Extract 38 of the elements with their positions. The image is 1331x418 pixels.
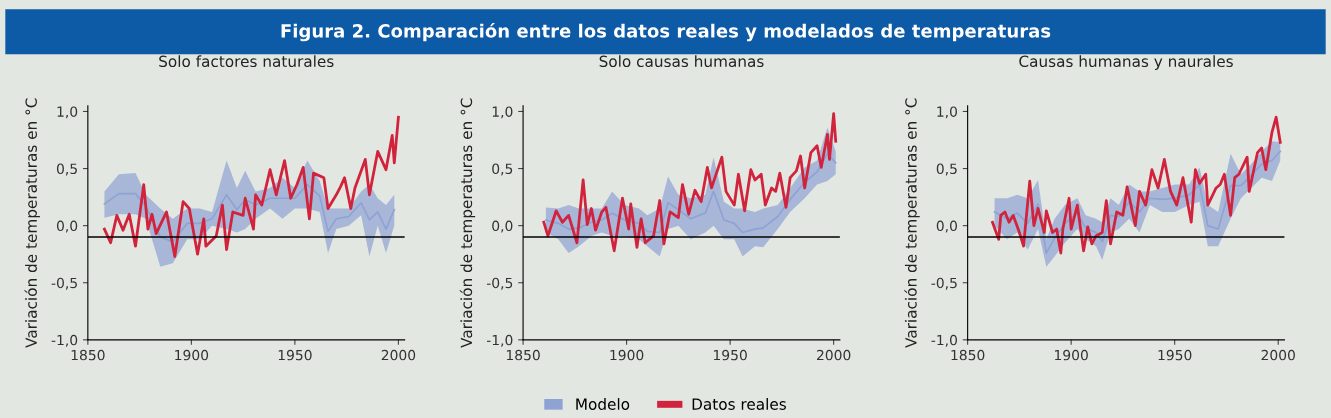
chart-title: Solo causas humanas [599, 55, 764, 68]
text: Figura 2. Comparación entre los datos reales y modelados de temperaturas [281, 23, 1051, 42]
y-tick-label: 0,5 [936, 163, 957, 176]
x-tick-label: 2000 [381, 349, 416, 361]
y-tick-label: -0,5 [51, 277, 77, 290]
y-tick-label: -1,0 [51, 334, 78, 347]
chart-title: Solo factores naturales [159, 55, 334, 68]
y-tick-label: 0,0 [936, 220, 957, 233]
x-tick-label: 1900 [1055, 349, 1088, 361]
y-tick-label: 0,5 [492, 163, 513, 176]
y-tick-label: 1,0 [937, 106, 957, 119]
x-tick-label: 1950 [278, 349, 312, 361]
y-tick-label: 1,0 [492, 106, 513, 119]
x-tick-label: 1950 [1158, 349, 1192, 361]
y-axis-title: Variación de temperaturas en °C [459, 98, 476, 348]
y-tick-label: 1,0 [57, 106, 78, 119]
y-tick-label: 0,0 [56, 220, 78, 233]
legend-label: Datos reales [692, 398, 786, 410]
y-tick-label: -0,5 [486, 277, 513, 290]
x-tick-label: 2000 [816, 349, 851, 361]
line-series [991, 115, 1282, 255]
y-tick-label: -0,5 [931, 277, 957, 290]
x-tick-label: 2000 [1261, 349, 1295, 361]
y-tick-label: -1,0 [486, 334, 513, 347]
x-tick-label: 1850 [71, 349, 105, 361]
y-axis-title: Variación de temperaturas en °C [904, 98, 920, 348]
y-tick-label: 0,5 [56, 163, 77, 176]
x-tick-label: 1850 [506, 349, 540, 361]
x-tick-label: 1900 [175, 349, 209, 361]
x-tick-label: 1950 [713, 349, 747, 361]
legend-label: Modelo [576, 398, 630, 410]
y-axis-title: Variación de temperaturas en °C [24, 98, 40, 348]
y-tick-label: -1,0 [931, 334, 957, 347]
chart-title: Causas humanas y naurales [1019, 55, 1233, 71]
x-tick-label: 1850 [951, 349, 985, 361]
x-tick-label: 1900 [610, 349, 644, 361]
y-tick-label: 0,0 [492, 220, 513, 233]
line-series [103, 115, 400, 258]
